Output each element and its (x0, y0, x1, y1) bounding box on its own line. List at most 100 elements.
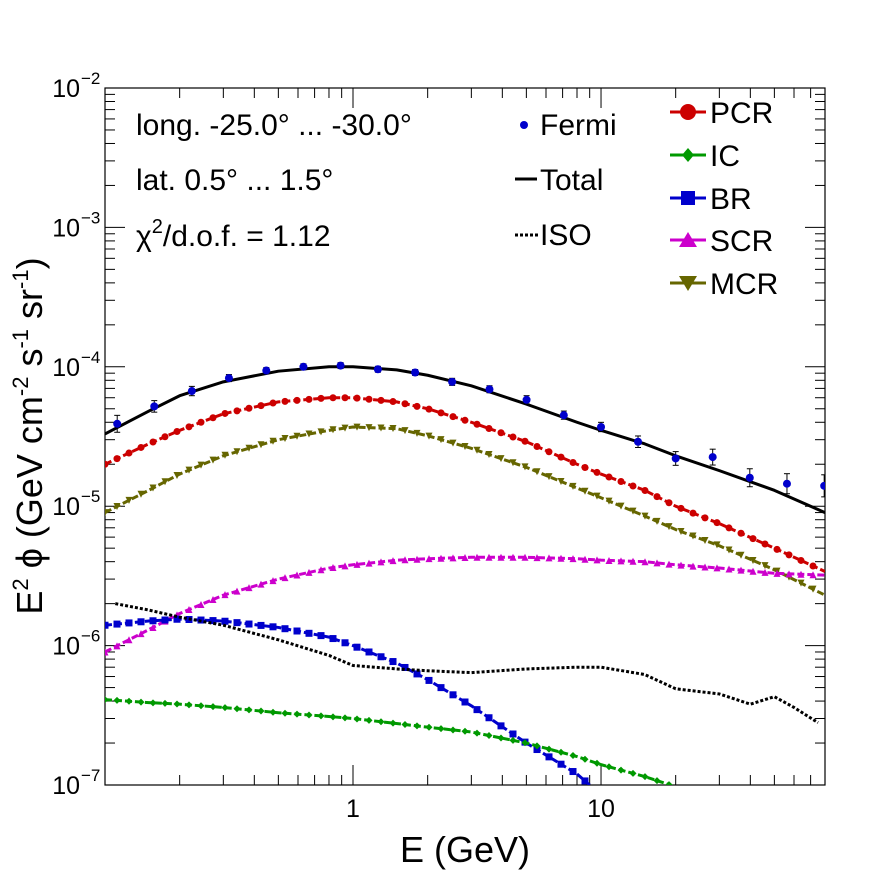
fermi-marker (448, 377, 457, 386)
marker-pcr (797, 556, 805, 564)
marker-mcr (281, 434, 289, 442)
marker-ic (365, 716, 373, 724)
fermi-point (336, 361, 345, 370)
marker-pcr (461, 416, 469, 424)
fermi-point (373, 365, 382, 374)
marker-pcr (725, 524, 733, 532)
marker-ic (125, 697, 133, 705)
marker-scr (737, 566, 745, 574)
y-axis-title: E2 ϕ (GeV cm-2 s-1 sr-1) (8, 257, 50, 614)
fermi-marker (262, 366, 271, 375)
marker-br (389, 658, 397, 666)
y-tick-label-exponent: −2 (81, 69, 100, 88)
marker-scr (785, 570, 793, 578)
marker-br (209, 617, 217, 625)
marker-br (581, 777, 589, 785)
marker-br (497, 722, 505, 730)
latitude-annotation: lat. 0.5° ... 1.5° (136, 164, 333, 197)
marker-ic (293, 710, 301, 718)
marker-scr (701, 563, 709, 571)
series-ic (105, 696, 673, 785)
marker-mcr (113, 502, 121, 510)
marker-scr (725, 565, 733, 573)
marker-pcr (161, 433, 169, 441)
fermi-marker (522, 395, 531, 404)
marker-mcr (329, 426, 337, 434)
marker-mcr (809, 585, 817, 593)
marker-scr (677, 561, 685, 569)
marker-mcr (413, 429, 421, 437)
marker-mcr (617, 502, 625, 510)
marker-pcr (185, 423, 193, 431)
marker-ic (509, 736, 517, 744)
marker-pcr (317, 394, 325, 402)
marker-scr (473, 553, 481, 561)
marker-mcr (473, 446, 481, 454)
marker-scr (641, 558, 649, 566)
marker-mcr (677, 528, 685, 536)
marker-mcr (797, 579, 805, 587)
legend-ic-marker (682, 148, 694, 162)
marker-pcr (401, 400, 409, 408)
marker-ic (257, 707, 265, 715)
fermi-point (448, 377, 457, 386)
marker-ic (389, 719, 397, 727)
marker-pcr (497, 429, 505, 437)
legend-fermi-marker (520, 121, 528, 129)
marker-scr (629, 557, 637, 565)
marker-pcr (233, 407, 241, 415)
marker-pcr (521, 437, 529, 445)
marker-br (221, 617, 229, 625)
marker-pcr (533, 442, 541, 450)
fermi-marker (559, 411, 568, 420)
marker-pcr (173, 428, 181, 436)
marker-pcr (569, 458, 577, 466)
marker-ic (173, 700, 181, 708)
marker-scr (329, 564, 337, 572)
marker-mcr (293, 432, 301, 440)
marker-br (353, 643, 361, 651)
legend-br-marker (681, 191, 695, 205)
marker-pcr (245, 404, 253, 412)
marker-mcr (437, 436, 445, 444)
marker-pcr (737, 529, 745, 537)
fermi-marker (597, 422, 606, 431)
marker-scr (185, 606, 193, 614)
marker-mcr (317, 428, 325, 436)
legend-mcr-marker (679, 276, 697, 291)
marker-scr (797, 570, 805, 578)
marker-mcr (233, 448, 241, 456)
marker-scr (761, 568, 769, 576)
marker-ic (305, 711, 313, 719)
marker-mcr (521, 463, 529, 471)
marker-scr (485, 553, 493, 561)
marker-scr (569, 555, 577, 563)
marker-ic (593, 759, 601, 767)
marker-pcr (377, 396, 385, 404)
fermi-point (262, 366, 271, 375)
marker-pcr (341, 394, 349, 402)
marker-pcr (125, 449, 133, 457)
marker-mcr (689, 532, 697, 540)
marker-br (341, 639, 349, 647)
marker-ic (209, 703, 217, 711)
marker-pcr (485, 425, 493, 433)
marker-ic (425, 723, 433, 731)
marker-ic (113, 696, 121, 704)
marker-pcr (113, 455, 121, 463)
marker-mcr (197, 461, 205, 469)
marker-pcr (629, 482, 637, 490)
plot-frame (104, 87, 826, 786)
marker-pcr (293, 396, 301, 404)
marker-scr (689, 562, 697, 570)
fermi-marker (187, 387, 196, 396)
marker-scr (593, 556, 601, 564)
fermi-point (485, 385, 494, 394)
series-total (105, 365, 825, 514)
marker-scr (521, 553, 529, 561)
fermi-point (671, 451, 680, 466)
fermi-point (745, 468, 754, 488)
marker-br (365, 648, 373, 656)
marker-mcr (365, 424, 373, 432)
